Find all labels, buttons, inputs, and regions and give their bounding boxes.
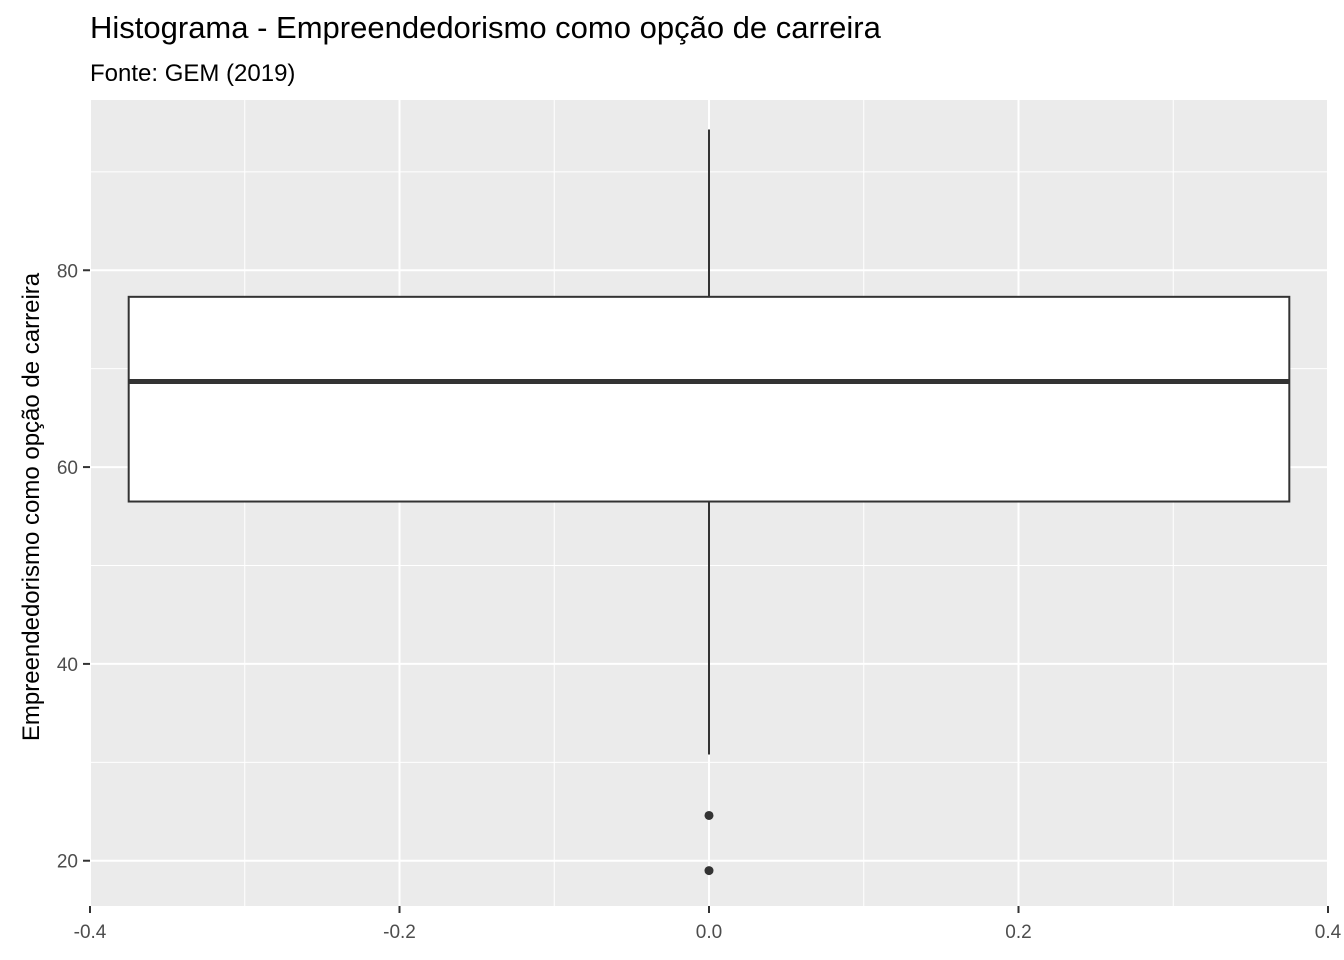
y-axis: 20 40 60 80 bbox=[57, 261, 90, 873]
outlier-point bbox=[704, 810, 714, 820]
chart-title: Histograma - Empreendedorismo como opção… bbox=[90, 10, 881, 45]
box-iqr bbox=[127, 295, 1291, 503]
x-tick-label: 0.0 bbox=[696, 922, 722, 943]
boxplot bbox=[127, 129, 1291, 876]
x-tick-label: 0.2 bbox=[1005, 922, 1031, 943]
x-tick-label: 0.4 bbox=[1315, 922, 1342, 943]
chart-subtitle: Fonte: GEM (2019) bbox=[90, 60, 296, 87]
x-axis: -0.4 -0.2 0.0 0.2 0.4 bbox=[74, 906, 1342, 943]
y-tick-label: 40 bbox=[57, 655, 78, 676]
y-tick-label: 60 bbox=[57, 458, 78, 479]
x-tick-label: -0.4 bbox=[74, 922, 107, 943]
outlier-point bbox=[704, 866, 714, 876]
y-tick-label: 20 bbox=[57, 852, 78, 873]
y-tick-label: 80 bbox=[57, 261, 78, 282]
x-tick-label: -0.2 bbox=[383, 922, 416, 943]
